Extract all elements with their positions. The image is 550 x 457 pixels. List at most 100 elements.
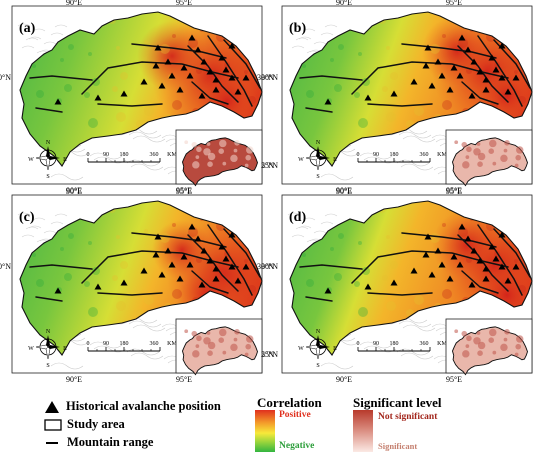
- avalanche-markers: [54, 34, 250, 105]
- avalanche-triangle: [200, 58, 208, 65]
- svg-text:E: E: [63, 346, 67, 352]
- avalanche-triangle: [218, 243, 226, 250]
- lon-label: 90°E: [66, 375, 82, 384]
- avalanche-triangle: [476, 68, 484, 75]
- avalanche-triangle: [504, 88, 512, 95]
- avalanche-triangle: [446, 86, 454, 93]
- significant-label: Significant: [378, 441, 418, 451]
- lon-label: 90°E: [336, 375, 352, 384]
- avalanche-triangle: [512, 263, 520, 270]
- map-panel-c: (c) 90°E 95°E 90°E 95°E 30°N 30°N 25°N N S E W 0 90 18…: [0, 187, 274, 384]
- avalanche-triangle: [424, 233, 432, 240]
- avalanche-triangle: [158, 82, 166, 89]
- avalanche-markers: [324, 34, 520, 105]
- svg-text:KM: KM: [167, 341, 177, 347]
- svg-text:90: 90: [103, 152, 109, 158]
- lat-label: 30°N: [257, 73, 274, 82]
- lat-label: 30°N: [261, 73, 278, 82]
- mountain-range-line: [401, 43, 497, 59]
- lon-label: 95°E: [176, 186, 192, 195]
- avalanche-triangle: [212, 76, 220, 83]
- map-svg: (c) 90°E 95°E 90°E 95°E 30°N 30°N 25°N N S E W 0 90 18…: [0, 187, 274, 384]
- study-area-outline: [289, 11, 533, 167]
- avalanche-triangle: [180, 253, 188, 260]
- avalanche-triangle: [482, 76, 490, 83]
- mountain-range-line: [457, 234, 509, 292]
- avalanche-triangle: [498, 263, 506, 270]
- svg-text:360: 360: [150, 152, 159, 158]
- avalanche-triangle: [324, 98, 332, 105]
- svg-text:S: S: [46, 174, 49, 180]
- lon-label: 95°E: [176, 0, 192, 7]
- avalanche-triangle: [206, 257, 214, 264]
- lon-label: 90°E: [336, 187, 352, 196]
- significance-title: Significant level: [353, 395, 442, 410]
- avalanche-triangle: [164, 58, 172, 65]
- legend-mountain: Mountain range: [44, 435, 153, 450]
- avalanche-triangle: [422, 251, 430, 258]
- panel-label: (d): [289, 210, 306, 225]
- avalanche-triangle: [188, 223, 196, 230]
- significance-inset: [175, 129, 263, 187]
- mountain-range-line: [131, 43, 227, 59]
- compass-icon: N S E W: [28, 329, 67, 369]
- svg-text:180: 180: [120, 152, 129, 158]
- lat-label: 25°N: [261, 350, 278, 359]
- avalanche-triangle: [458, 34, 466, 41]
- avalanche-triangle: [168, 261, 176, 268]
- significance-ramp: [353, 410, 373, 452]
- mountain-range-line: [299, 75, 363, 81]
- avalanche-triangle: [434, 58, 442, 65]
- avalanche-triangle: [120, 90, 128, 97]
- avalanche-triangle: [498, 42, 506, 49]
- triangle-icon: [45, 400, 59, 413]
- lat-label: 30°N: [257, 262, 274, 271]
- svg-text:E: E: [333, 346, 337, 352]
- svg-text:0: 0: [87, 341, 90, 347]
- correlation-ramp: [255, 410, 275, 452]
- avalanche-triangle: [188, 34, 196, 41]
- avalanche-triangle: [154, 233, 162, 240]
- svg-text:S: S: [46, 363, 49, 369]
- svg-text:360: 360: [420, 152, 429, 158]
- avalanche-triangle: [450, 64, 458, 71]
- avalanche-triangle: [54, 287, 62, 294]
- mountain-ranges: [299, 224, 531, 302]
- avalanche-triangle: [504, 277, 512, 284]
- avalanche-triangle: [476, 257, 484, 264]
- avalanche-triangle: [120, 279, 128, 286]
- legend-avalanche-label: Historical avalanche position: [66, 399, 221, 413]
- mountain-ranges: [29, 35, 261, 113]
- positive-label: Positive: [279, 410, 311, 420]
- lat-label: 30°N: [261, 262, 278, 271]
- panel-label: (b): [289, 21, 306, 36]
- avalanche-triangle: [482, 265, 490, 272]
- mountain-range-line: [457, 45, 509, 103]
- avalanche-triangle: [198, 281, 206, 288]
- compass-icon: N S E W: [298, 140, 337, 180]
- avalanche-triangle: [212, 275, 220, 282]
- mountain-range-line: [187, 45, 239, 103]
- svg-text:N: N: [46, 329, 51, 335]
- avalanche-triangle: [390, 279, 398, 286]
- avalanche-triangle: [438, 72, 446, 79]
- avalanche-triangle: [482, 275, 490, 282]
- mountain-range-line: [351, 61, 509, 95]
- avalanche-triangle: [194, 235, 202, 242]
- avalanche-triangle: [364, 94, 372, 101]
- map-panel-b: (b) 90°E 95°E 90°E 95°E 30°N 25°N N S E W 0 90 180 360…: [261, 0, 544, 195]
- map-svg: (a) 90°E 95°E 90°E 95°E 30°N 30°N 25°N N S E W 0 90 18…: [0, 0, 274, 195]
- map-legend: Historical avalanche position Study area…: [0, 393, 550, 457]
- mountain-range-line: [477, 35, 523, 107]
- svg-text:180: 180: [120, 341, 129, 347]
- avalanche-triangle: [206, 68, 214, 75]
- study-area-outline: [19, 11, 263, 167]
- avalanche-triangle: [324, 287, 332, 294]
- svg-text:N: N: [316, 329, 321, 335]
- mountain-range-line: [367, 103, 433, 107]
- map-svg: (d) 90°E 95°E 90°E 95°E 30°N 25°N N S E W 0 90 180 360…: [261, 187, 533, 384]
- svg-text:360: 360: [150, 341, 159, 347]
- mountain-range-line: [461, 270, 499, 294]
- compass-icon: N S E W: [298, 329, 337, 369]
- svg-text:N: N: [316, 140, 321, 146]
